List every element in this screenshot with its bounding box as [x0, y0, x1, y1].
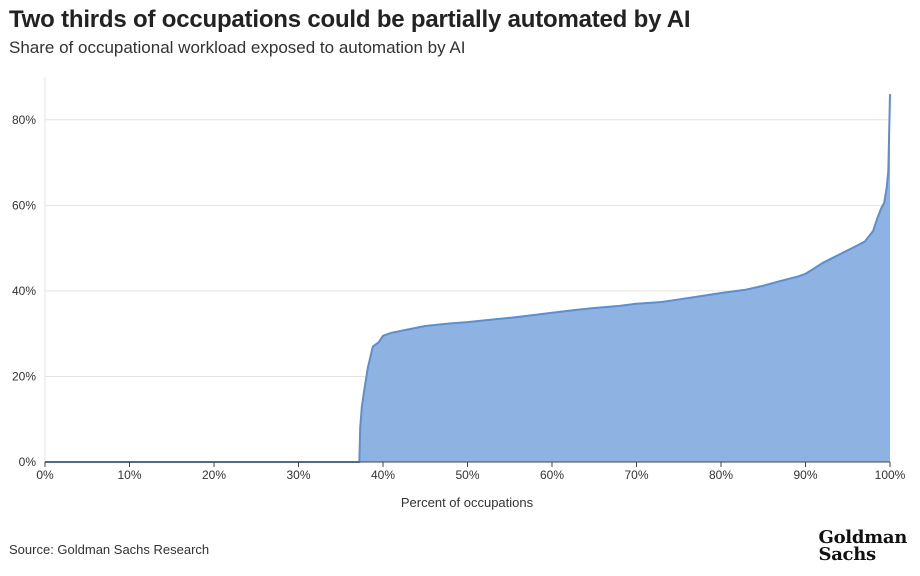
x-tick-label: 90%: [793, 468, 817, 482]
x-tick-label: 100%: [875, 468, 906, 482]
x-axis: 0% 10% 20% 30% 40% 50% 60% 70% 80% 90% 100%: [36, 461, 906, 482]
x-tick-label: 60%: [540, 468, 564, 482]
y-tick-label: 20%: [12, 369, 36, 383]
area-outline: [45, 94, 891, 463]
x-tick-label: 40%: [371, 468, 395, 482]
y-tick-label: 40%: [12, 284, 36, 298]
x-tick-label: 10%: [117, 468, 141, 482]
y-axis: 0% 20% 40% 60% 80%: [12, 113, 36, 469]
x-tick-label: 0%: [36, 468, 54, 482]
source-note: Source: Goldman Sachs Research: [9, 542, 210, 557]
x-tick-label: 70%: [624, 468, 648, 482]
x-tick-label: 30%: [286, 468, 310, 482]
chart-title: Two thirds of occupations could be parti…: [9, 6, 691, 33]
y-tick-label: 80%: [12, 113, 36, 127]
y-tick-label: 60%: [12, 198, 36, 212]
y-tick-label: 0%: [19, 455, 37, 469]
chart-subtitle: Share of occupational workload exposed t…: [9, 38, 466, 57]
x-tick-label: 50%: [455, 468, 479, 482]
x-tick-label: 80%: [709, 468, 733, 482]
logo-line-2: Sachs: [818, 544, 877, 565]
x-axis-label: Percent of occupations: [401, 495, 534, 510]
goldman-sachs-logo: Goldman Sachs: [818, 527, 908, 565]
area-series: [45, 94, 891, 463]
x-tick-label: 20%: [202, 468, 226, 482]
logo-line-1: Goldman: [818, 527, 908, 548]
area-fill: [45, 94, 890, 463]
